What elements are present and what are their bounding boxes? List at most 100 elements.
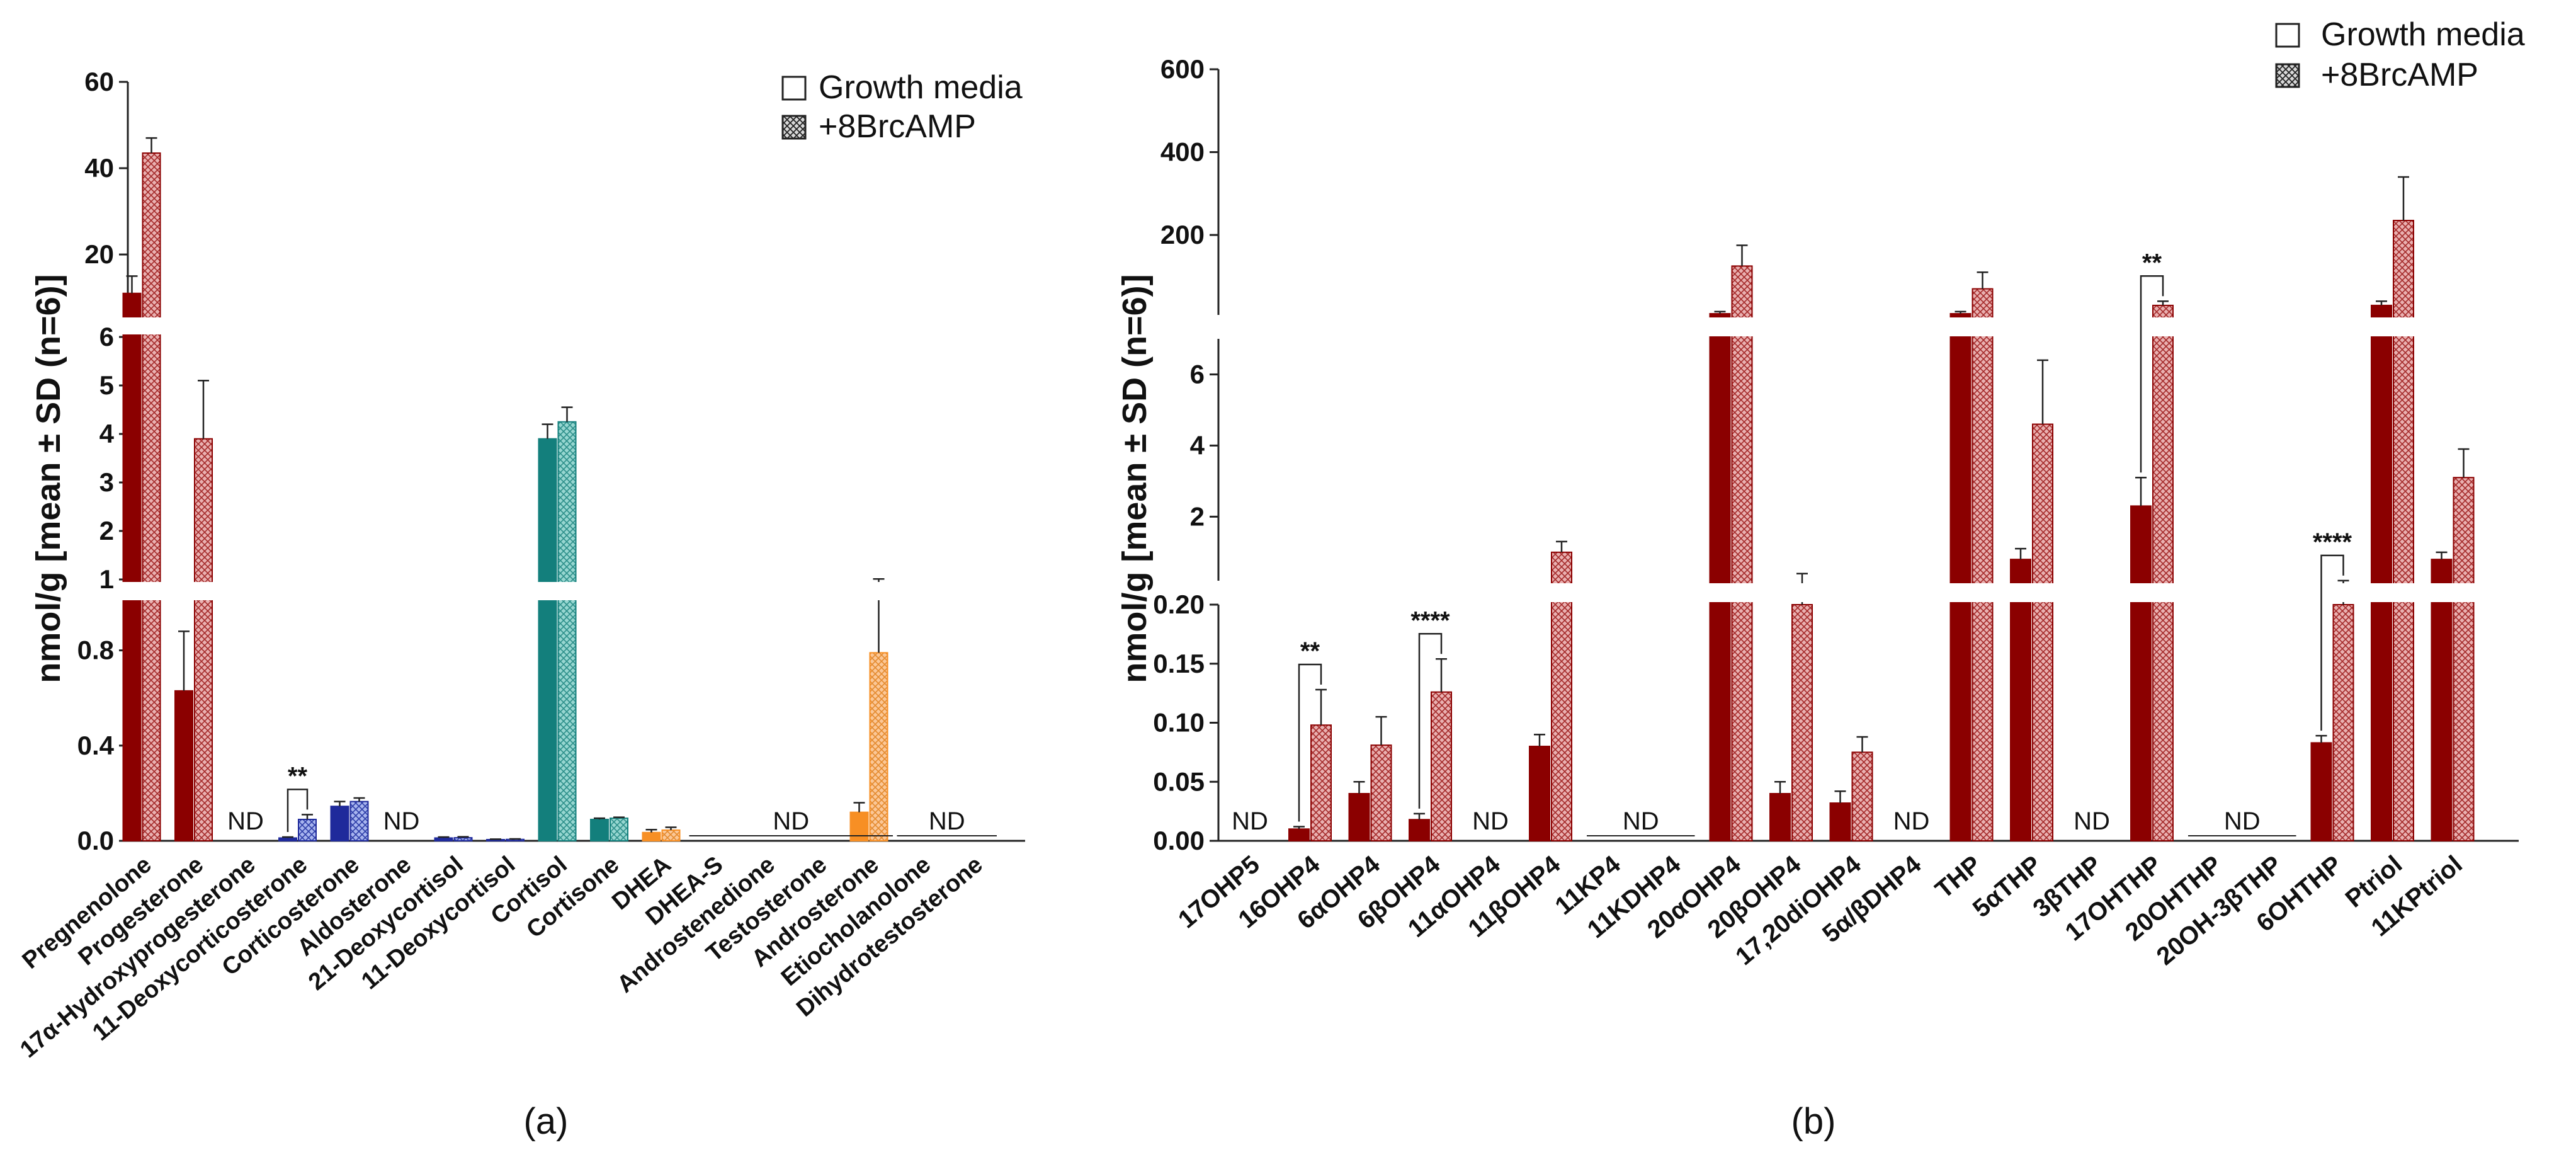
significance-bracket: [2320, 554, 2344, 731]
legend-label-growth-media: Growth media: [819, 69, 1023, 106]
nd-label: ND: [383, 807, 420, 835]
nd-label: ND: [1232, 807, 1268, 835]
bar-8brcamp: [298, 818, 317, 841]
bar-growth-media: [2130, 505, 2152, 841]
y-tick-label: 20: [84, 239, 114, 269]
bar-growth-media: [1288, 828, 1310, 841]
y-axis-label: nmol/g [mean ± SD (n=6)]: [1116, 274, 1154, 683]
significance-marker: ****: [1410, 607, 1450, 634]
bar-growth-media: [590, 818, 609, 841]
bar-growth-media: [1409, 819, 1430, 841]
y-tick-label: 0.05: [1153, 767, 1205, 796]
y-tick-label: 1: [99, 564, 114, 594]
significance-bracket: [287, 789, 309, 832]
bar-8brcamp: [2332, 604, 2354, 841]
bar-growth-media: [849, 811, 869, 842]
bar-8brcamp: [1851, 751, 1873, 841]
y-tick-label: 4: [1190, 430, 1205, 460]
bar-growth-media: [1949, 313, 1972, 841]
significance-marker: **: [1300, 637, 1320, 665]
bar-8brcamp: [349, 801, 369, 842]
y-tick-label: 4: [99, 419, 115, 448]
significance-marker: ****: [2313, 528, 2352, 556]
nd-label: ND: [1472, 807, 1509, 835]
plot-area-b: 0.00 0.05 0.10 0.15 0.20 2 4 6 200 400 600 nmol/g […: [1116, 54, 2519, 971]
chart-panel-a: Growth media +8BrcAMP (a) 0.0 0.4 0.8 1 2 3 4 5…: [15, 67, 1025, 1142]
axis-break-gap: [115, 582, 1025, 600]
bar-8brcamp: [194, 438, 213, 841]
y-tick-label: 2: [99, 516, 114, 545]
bar-growth-media: [174, 690, 193, 841]
y-axis-label: nmol/g [mean ± SD (n=6)]: [30, 274, 67, 683]
nd-label: ND: [227, 807, 264, 835]
legend-label-8brcamp: +8BrcAMP: [2321, 57, 2478, 93]
legend-label-8brcamp: +8BrcAMP: [819, 108, 976, 145]
bar-8brcamp: [142, 152, 161, 842]
bar-growth-media: [1769, 793, 1791, 841]
significance-bracket: [1418, 633, 1443, 809]
bar-8brcamp: [869, 652, 888, 841]
legend-swatch-8brcamp: [2275, 63, 2300, 88]
bar-growth-media: [1709, 313, 1731, 841]
y-tick-label: 6: [99, 322, 114, 351]
axis-break-gap: [115, 317, 1025, 334]
y-tick-label: 0.4: [77, 731, 115, 760]
bar-growth-media: [1348, 793, 1370, 841]
bar-growth-media: [538, 438, 557, 841]
bar-growth-media: [122, 292, 142, 842]
bar-8brcamp: [1731, 265, 1753, 841]
bar-8brcamp: [1972, 288, 1994, 842]
y-tick-label: 6: [1190, 359, 1205, 389]
bar-8brcamp: [1310, 724, 1332, 841]
y-tick-label: 400: [1160, 137, 1205, 167]
bar-8brcamp: [1791, 604, 1813, 841]
bar-growth-media: [2371, 304, 2392, 841]
y-tick-label: 600: [1160, 54, 1205, 84]
y-tick-label: 0.10: [1153, 708, 1205, 738]
bar-8brcamp: [610, 818, 628, 841]
bar-growth-media: [2010, 559, 2031, 842]
legend-swatch-growth-media: [781, 76, 807, 101]
bar-8brcamp: [1370, 744, 1392, 841]
bar-growth-media: [642, 831, 661, 842]
legend-label-growth-media: Growth media: [2321, 16, 2525, 53]
y-tick-label: 200: [1160, 220, 1205, 249]
y-tick-label: 40: [84, 153, 114, 183]
y-tick-label: 0.15: [1153, 649, 1205, 678]
legend-swatch-growth-media: [2275, 23, 2300, 48]
legend-swatch-8brcamp: [781, 115, 807, 140]
bar-8brcamp: [661, 829, 681, 841]
bar-8brcamp: [557, 421, 577, 841]
bar-growth-media: [1829, 802, 1851, 841]
nd-label: ND: [2224, 807, 2261, 835]
bar-8brcamp: [2152, 304, 2174, 841]
legend-b: Growth media +8BrcAMP: [2275, 16, 2525, 93]
y-tick-label: 0.0: [77, 826, 114, 855]
bar-growth-media: [2310, 742, 2332, 841]
plot-area-a: 0.0 0.4 0.8 1 2 3 4 5 6 20 40 60 nmol/g [mean ± SD (…: [15, 67, 1025, 1063]
x-category-label: 5αTHP: [1968, 850, 2046, 923]
y-tick-label: 0.00: [1153, 826, 1205, 855]
bar-growth-media: [434, 837, 453, 841]
y-tick-label: 0.8: [77, 635, 114, 665]
nd-label: ND: [1893, 807, 1930, 835]
y-tick-label: 0.20: [1153, 590, 1205, 619]
y-tick-label: 5: [99, 370, 114, 400]
bar-8brcamp: [1431, 691, 1452, 841]
y-tick-label: 2: [1190, 501, 1205, 531]
significance-bracket: [2140, 275, 2164, 473]
significance-marker: **: [2142, 249, 2162, 276]
axis-break-gap: [1206, 583, 2519, 602]
panel-label-b: (b): [1791, 1101, 1836, 1142]
axis-break-gap: [1206, 317, 2519, 336]
legend-a: Growth media +8BrcAMP: [781, 69, 1023, 145]
nd-label: ND: [2074, 807, 2110, 835]
bar-8brcamp: [453, 837, 473, 842]
chart-panel-b: Growth media +8BrcAMP (b) 0.000.050.100.…: [1116, 16, 2525, 1142]
nd-label: ND: [929, 807, 965, 835]
y-tick-label: 60: [84, 67, 114, 96]
significance-marker: **: [288, 762, 308, 790]
bar-8brcamp: [2393, 220, 2414, 841]
significance-bracket: [1298, 663, 1322, 822]
